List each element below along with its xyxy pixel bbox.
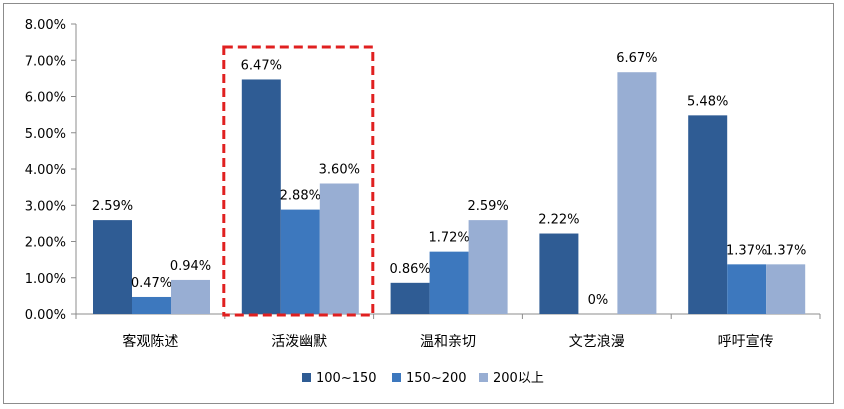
data-label: 6.47% <box>241 58 282 73</box>
data-label: 6.67% <box>616 51 657 66</box>
legend-label: 100~150 <box>316 371 377 386</box>
data-label: 2.22% <box>538 213 579 228</box>
bar <box>171 279 210 314</box>
data-label: 5.48% <box>687 94 728 109</box>
y-tick-label: 3.00% <box>25 199 66 214</box>
legend-swatch <box>302 373 311 382</box>
bar <box>688 115 728 314</box>
chart-frame <box>3 3 834 404</box>
bar <box>617 72 657 315</box>
data-label: 3.60% <box>319 163 360 178</box>
y-tick-label: 6.00% <box>25 91 66 106</box>
bar <box>766 264 806 314</box>
legend-swatch <box>479 373 488 382</box>
category-label: 呼吁宣传 <box>718 334 774 350</box>
y-tick-label: 4.00% <box>25 163 66 178</box>
bar <box>429 251 469 314</box>
bar <box>241 79 281 315</box>
legend-swatch <box>392 373 401 382</box>
data-label: 0.94% <box>170 259 211 274</box>
category-label: 客观陈述 <box>122 333 178 350</box>
category-label: 活泼幽默 <box>271 334 327 350</box>
y-tick-label: 0.00% <box>25 308 66 323</box>
data-label: 2.88% <box>280 189 321 204</box>
data-label: 0.47% <box>131 276 172 291</box>
data-label: 2.59% <box>92 199 133 214</box>
data-label: 1.37% <box>765 243 806 258</box>
legend-label: 150~200 <box>406 371 467 386</box>
data-label: 2.59% <box>467 199 508 214</box>
y-tick-label: 8.00% <box>25 18 66 33</box>
legend-label: 200以上 <box>493 371 544 386</box>
data-label: 1.72% <box>428 231 469 246</box>
y-tick-label: 2.00% <box>25 236 66 251</box>
y-tick-label: 7.00% <box>25 54 66 69</box>
bar <box>280 209 320 314</box>
data-label: 0.86% <box>389 262 430 277</box>
bar <box>93 220 132 314</box>
data-label: 0% <box>588 293 609 308</box>
bar <box>132 296 171 314</box>
category-label: 文艺浪漫 <box>569 334 625 350</box>
data-label: 1.37% <box>726 243 767 258</box>
y-tick-label: 1.00% <box>25 272 66 287</box>
y-tick-label: 5.00% <box>25 127 66 142</box>
bar <box>390 282 430 314</box>
bar <box>539 233 579 314</box>
bar <box>319 183 359 314</box>
bar <box>727 264 767 314</box>
category-label: 温和亲切 <box>420 334 476 350</box>
bar <box>468 220 508 314</box>
highlight-box <box>222 45 375 317</box>
